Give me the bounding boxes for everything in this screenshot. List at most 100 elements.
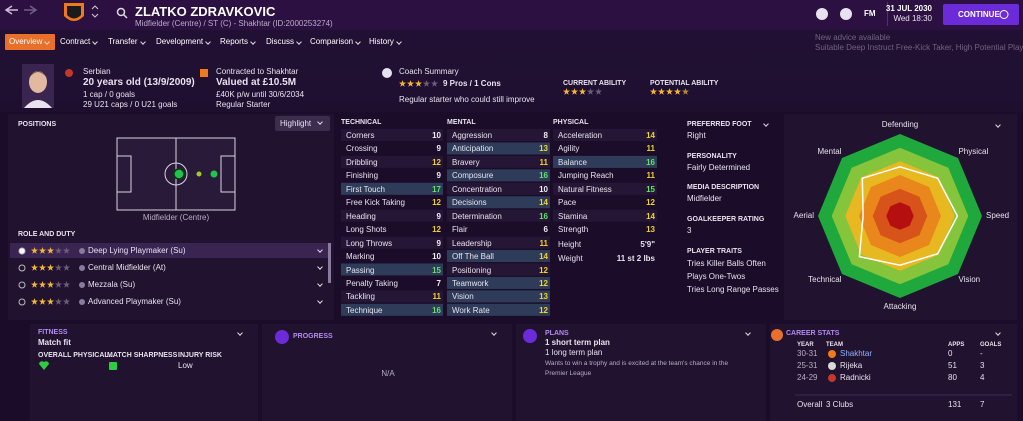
role[interactable]: Advanced Playmaker (Su) [88, 297, 181, 306]
row-bg [341, 236, 443, 249]
radar-label: Aerial [793, 211, 814, 220]
attribute-value: 9 [436, 211, 441, 221]
info-icon [79, 282, 85, 288]
continue-label[interactable]: CONTINUE [958, 10, 1000, 19]
detail-value: 3 [687, 225, 692, 235]
star [407, 80, 414, 87]
radar-ring [886, 202, 914, 230]
forward-arrow[interactable] [24, 5, 38, 15]
star [587, 88, 594, 95]
attribute-value: 12 [646, 198, 655, 208]
attribute-group-title: TECHNICAL [341, 119, 382, 126]
plans-icon [523, 329, 537, 343]
flag-icon [65, 69, 73, 77]
attribute-name: Concentration [452, 184, 502, 194]
tab[interactable]: Reports [220, 37, 249, 46]
age: 20 years old (13/9/2009) [83, 77, 195, 88]
attribute-name: Long Shots [346, 225, 387, 235]
player-switch[interactable] [91, 5, 99, 18]
fitness-sharpness: MATCH SHARPNESS [107, 352, 178, 359]
attribute-group-title: MENTAL [447, 119, 476, 126]
key-attribute-bg [447, 196, 550, 209]
role[interactable]: Deep Lying Playmaker (Su) [88, 246, 186, 255]
progress-title: PROGRESS [293, 333, 333, 340]
attribute-value: 8 [543, 131, 548, 140]
detail-value: Right [687, 131, 706, 140]
ball-icon[interactable] [816, 8, 828, 20]
tab[interactable]: Overview [9, 37, 43, 46]
attribute-name: Long Throws [346, 238, 393, 248]
position-dot [173, 168, 185, 180]
team-badge [828, 374, 836, 382]
back-arrow[interactable] [4, 5, 18, 15]
attribute-name: Decisions [452, 198, 487, 208]
tab[interactable]: Discuss [266, 37, 295, 46]
potential-ability-label: POTENTIAL ABILITY [650, 80, 719, 87]
date: 31 JUL 2030 [885, 4, 932, 13]
coach-icon [382, 68, 392, 78]
tab[interactable]: Comparison [310, 37, 354, 46]
nationality: Serbian [83, 67, 111, 76]
star [399, 80, 406, 87]
height-label: Height [558, 240, 582, 249]
info-icon [79, 299, 85, 305]
star [55, 298, 62, 305]
career-cell: - [980, 349, 983, 358]
attribute-value: 11 [432, 292, 441, 302]
tab[interactable]: Development [156, 37, 204, 46]
active-tab[interactable] [5, 34, 55, 50]
continue-icon [999, 10, 1009, 19]
star [55, 281, 62, 288]
career-column: APPS [948, 342, 965, 348]
star [31, 298, 38, 305]
star [39, 264, 46, 271]
scrollbar[interactable] [328, 243, 331, 283]
radar-label: Speed [986, 211, 1010, 220]
attribute-value: 10 [432, 252, 441, 262]
tab[interactable]: History [369, 37, 394, 46]
radar-label: Technical [808, 275, 842, 285]
detail-value: Fairly Determined [687, 162, 751, 172]
continue-button[interactable] [943, 4, 1019, 25]
highlight-label[interactable]: Highlight [280, 119, 312, 128]
career-column: TEAM [826, 342, 843, 348]
role[interactable]: Mezzala (Su) [88, 280, 136, 289]
star [579, 88, 586, 95]
career-cell: 25-31 [797, 361, 818, 370]
attribute-value: 12 [539, 265, 548, 275]
plans-panel [516, 324, 766, 421]
attribute-name: Agility [558, 144, 580, 154]
attribute-value: 12 [539, 278, 548, 288]
attribute-name: Dribbling [346, 157, 378, 167]
attribute-value: 13 [539, 292, 548, 302]
career-cell: 51 [948, 361, 957, 370]
attribute-value: 10 [432, 131, 441, 140]
weight-label: Weight [558, 254, 583, 263]
highlight-dropdown[interactable] [275, 116, 330, 131]
career-cell: Radnicki [840, 373, 871, 382]
plan-text: Wants to win a trophy and is excited at … [545, 360, 729, 377]
info-icon [79, 248, 85, 254]
tab[interactable]: Contract [60, 37, 91, 46]
attribute-value: 13 [646, 225, 655, 235]
attribute-value: 12 [539, 305, 548, 315]
radar-label: Attacking [883, 302, 917, 311]
fitness-injury: INJURY RISK [178, 352, 222, 359]
detail-label: MEDIA DESCRIPTION [687, 184, 760, 191]
career-cell: 0 [948, 349, 953, 358]
help-icon[interactable] [840, 8, 852, 20]
role[interactable]: Central Midfielder (At) [88, 263, 166, 272]
tab[interactable]: Transfer [108, 37, 138, 46]
row-bg [447, 155, 550, 168]
detail-label: GOALKEEPER RATING [687, 215, 765, 223]
weight-value: 11 st 2 lbs [616, 254, 655, 263]
player-name: ZLATKO ZDRAVKOVIC [135, 4, 276, 19]
star [55, 264, 62, 271]
selected-role[interactable] [10, 243, 328, 258]
search-icon[interactable] [116, 7, 126, 17]
advice-title: New advice available [815, 33, 891, 42]
status: Regular Starter [216, 100, 271, 109]
star [63, 264, 70, 271]
sharpness-icon [109, 362, 117, 370]
key-attribute-bg [553, 155, 657, 168]
